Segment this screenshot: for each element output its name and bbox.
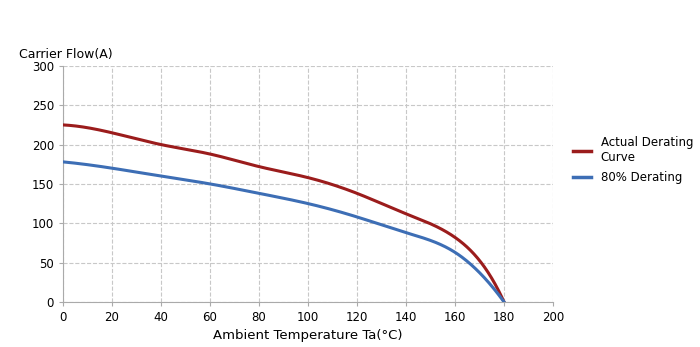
Text: Carrier Flow(A): Carrier Flow(A) [19,48,113,61]
X-axis label: Ambient Temperature Ta(°C): Ambient Temperature Ta(°C) [214,329,402,342]
Text: Current-Temperature Derating Curve: Current-Temperature Derating Curve [18,15,361,33]
Legend: Actual Derating
Curve, 80% Derating: Actual Derating Curve, 80% Derating [568,132,698,189]
